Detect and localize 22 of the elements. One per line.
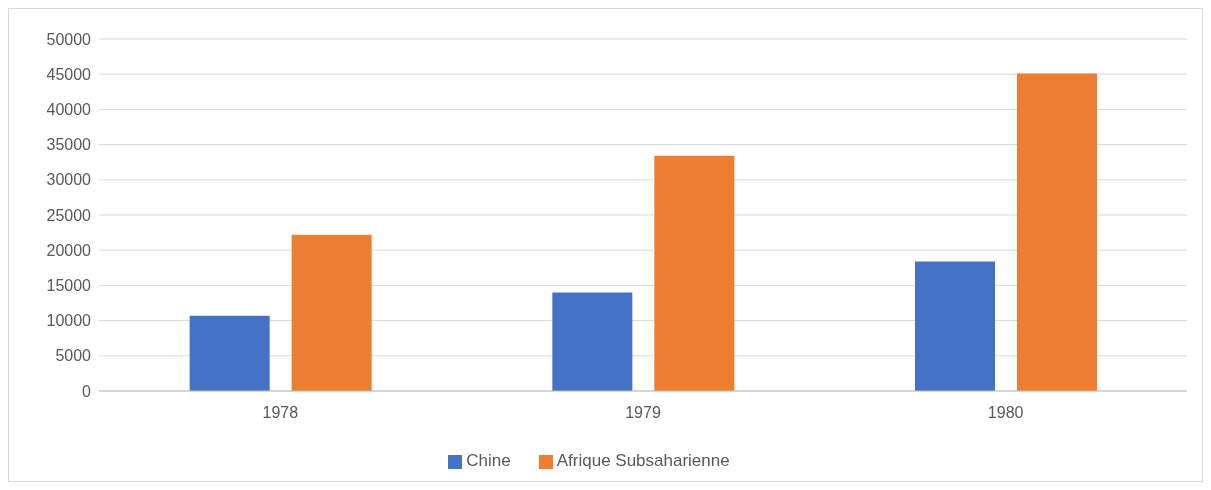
x-tick-label: 1979 [625, 404, 661, 422]
y-tick-label: 30000 [46, 171, 92, 189]
x-tick-label: 1980 [987, 404, 1024, 422]
legend-label: Afrique Subsaharienne [556, 451, 730, 470]
y-tick-label: 5000 [55, 347, 92, 365]
bar [915, 261, 995, 391]
bar [654, 155, 735, 391]
y-tick-label: 10000 [46, 312, 92, 330]
y-tick-label: 25000 [46, 206, 92, 224]
y-tick-label: 15000 [46, 277, 92, 295]
y-tick-label: 45000 [46, 65, 92, 83]
y-tick-label: 35000 [46, 136, 92, 154]
bar [1017, 73, 1097, 391]
y-tick-label: 40000 [46, 101, 92, 119]
y-tick-label: 0 [82, 382, 92, 400]
legend-label: Chine [466, 451, 511, 470]
bar [552, 292, 633, 391]
y-tick-label: 50000 [46, 30, 92, 48]
y-tick-label: 20000 [46, 241, 92, 259]
x-tick-label: 1978 [262, 404, 299, 422]
bar [291, 234, 372, 391]
bar [189, 315, 270, 391]
